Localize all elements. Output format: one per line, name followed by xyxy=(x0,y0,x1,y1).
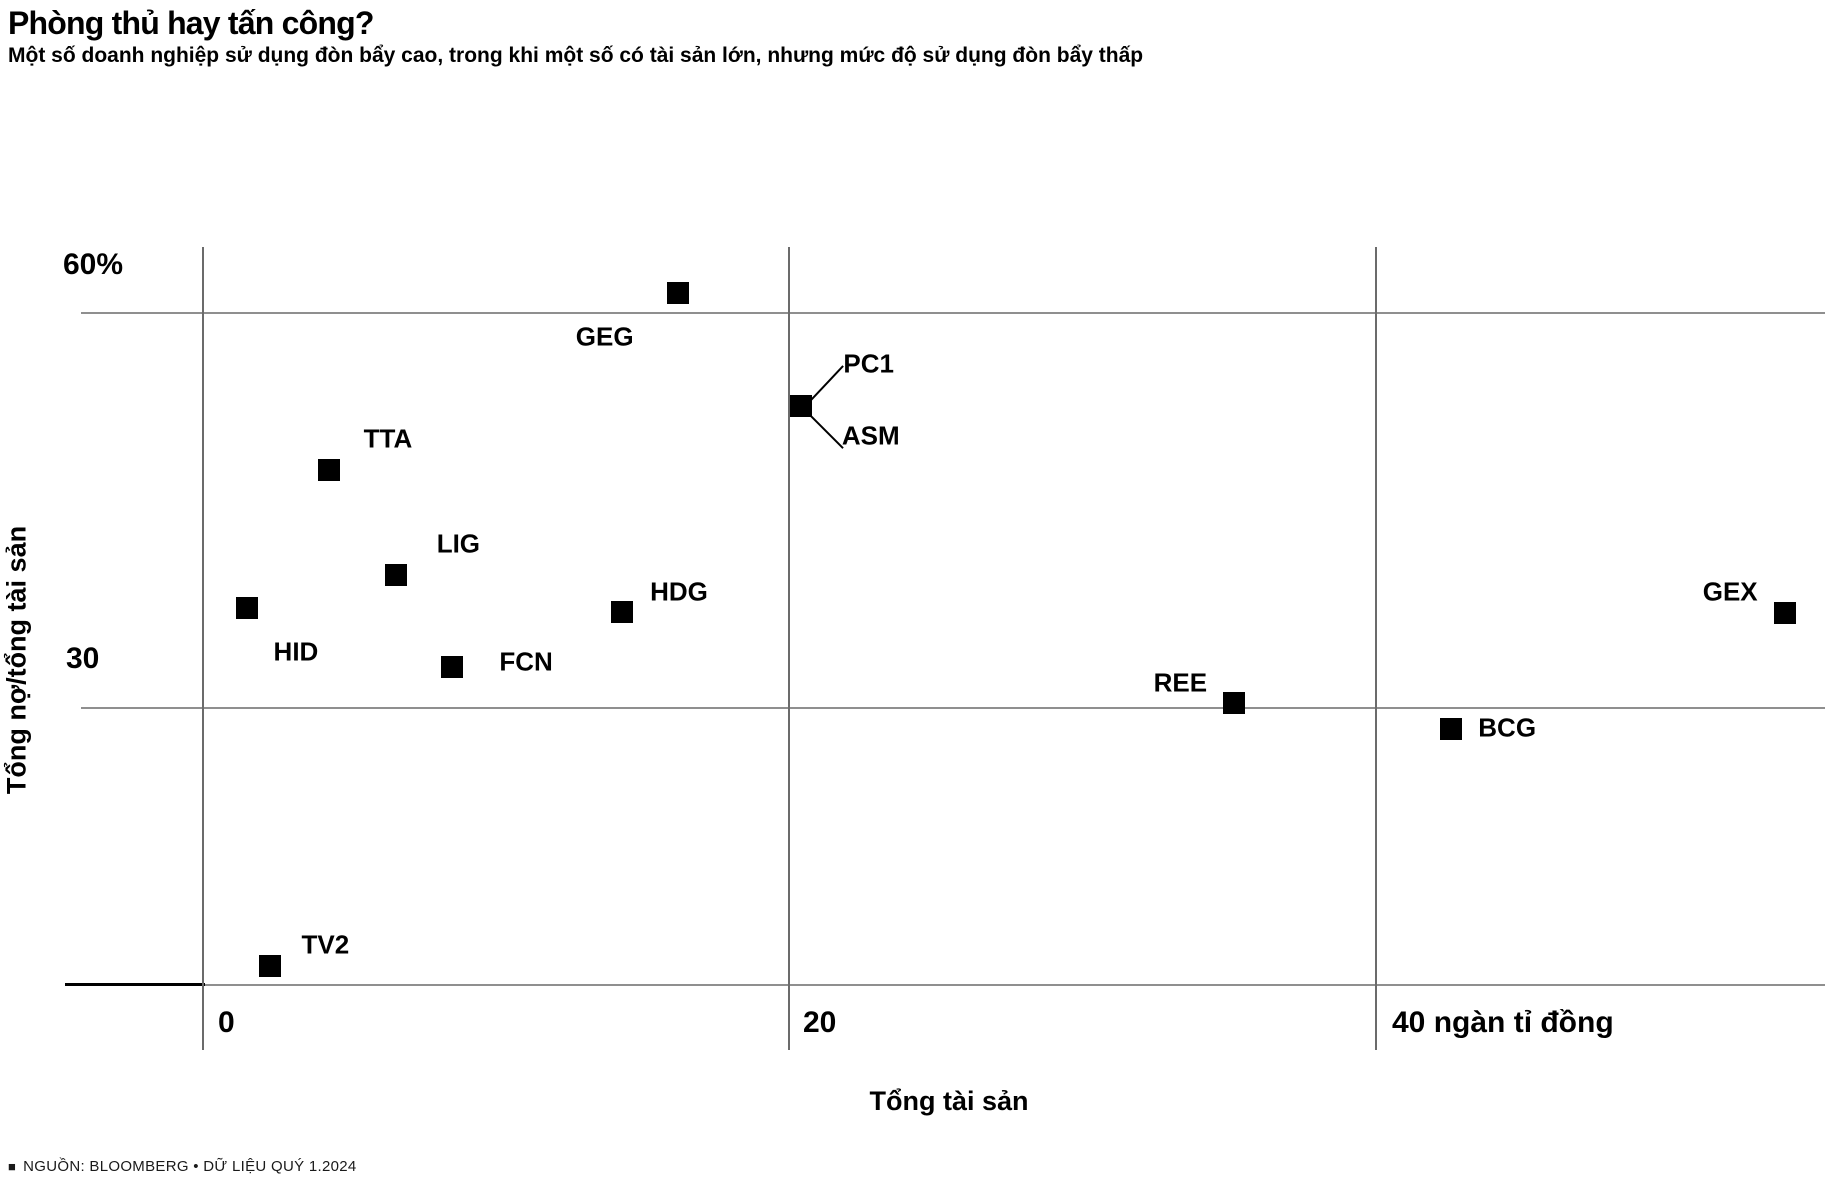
point-square-FCN xyxy=(441,656,464,679)
point-label-GEX: GEX xyxy=(1702,576,1758,607)
point-square-GEX xyxy=(1774,602,1797,625)
source-square-icon: ■ xyxy=(8,1159,17,1174)
gridline-vertical-40 xyxy=(1375,247,1377,1050)
gridline-horizontal-60 xyxy=(81,312,1825,314)
x-axis-baseline-origin-segment xyxy=(65,983,205,986)
point-label-TV2: TV2 xyxy=(301,929,350,960)
chart-subtitle: Một số doanh nghiệp sử dụng đòn bẩy cao,… xyxy=(8,44,1144,67)
y-tick-60: 60% xyxy=(63,248,124,281)
point-label-REE: REE xyxy=(1153,667,1208,698)
point-label-PC1: PC1 xyxy=(843,348,895,379)
point-label-FCN: FCN xyxy=(499,646,553,677)
leader-line-PC1 xyxy=(809,365,844,402)
point-label-HDG: HDG xyxy=(650,576,708,607)
point-label-HID: HID xyxy=(273,636,319,667)
x-tick-20: 20 xyxy=(803,1006,837,1039)
source-note: ■ NGUỒN: BLOOMBERG • DỮ LIỆU QUÝ 1.2024 xyxy=(8,1158,357,1175)
point-label-TTA: TTA xyxy=(363,423,413,454)
x-axis-title: Tổng tài sản xyxy=(869,1086,1029,1116)
point-square-PC1 xyxy=(789,395,812,418)
point-label-LIG: LIG xyxy=(436,528,481,559)
point-square-GEG xyxy=(666,282,689,305)
point-square-LIG xyxy=(385,564,408,587)
point-square-HID xyxy=(235,596,258,619)
x-axis-baseline xyxy=(203,984,1825,986)
point-square-HDG xyxy=(610,600,633,623)
gridline-vertical-0 xyxy=(202,247,204,1050)
point-square-TTA xyxy=(317,458,340,481)
chart-title: Phòng thủ hay tấn công? xyxy=(8,5,374,41)
point-square-TV2 xyxy=(259,955,282,978)
source-text: NGUỒN: BLOOMBERG • DỮ LIỆU QUÝ 1.2024 xyxy=(23,1158,357,1175)
point-label-ASM: ASM xyxy=(841,420,900,451)
gridline-vertical-20 xyxy=(788,247,790,1050)
point-square-REE xyxy=(1223,691,1246,714)
gridline-horizontal-30 xyxy=(81,707,1825,709)
y-tick-30: 30 xyxy=(66,642,100,675)
point-square-BCG xyxy=(1440,718,1463,741)
point-label-GEG: GEG xyxy=(575,321,634,352)
x-tick-0: 0 xyxy=(218,1006,235,1039)
point-label-BCG: BCG xyxy=(1478,712,1537,743)
x-tick-40: 40 ngàn tỉ đồng xyxy=(1392,1006,1614,1039)
leader-line-ASM xyxy=(809,414,844,449)
